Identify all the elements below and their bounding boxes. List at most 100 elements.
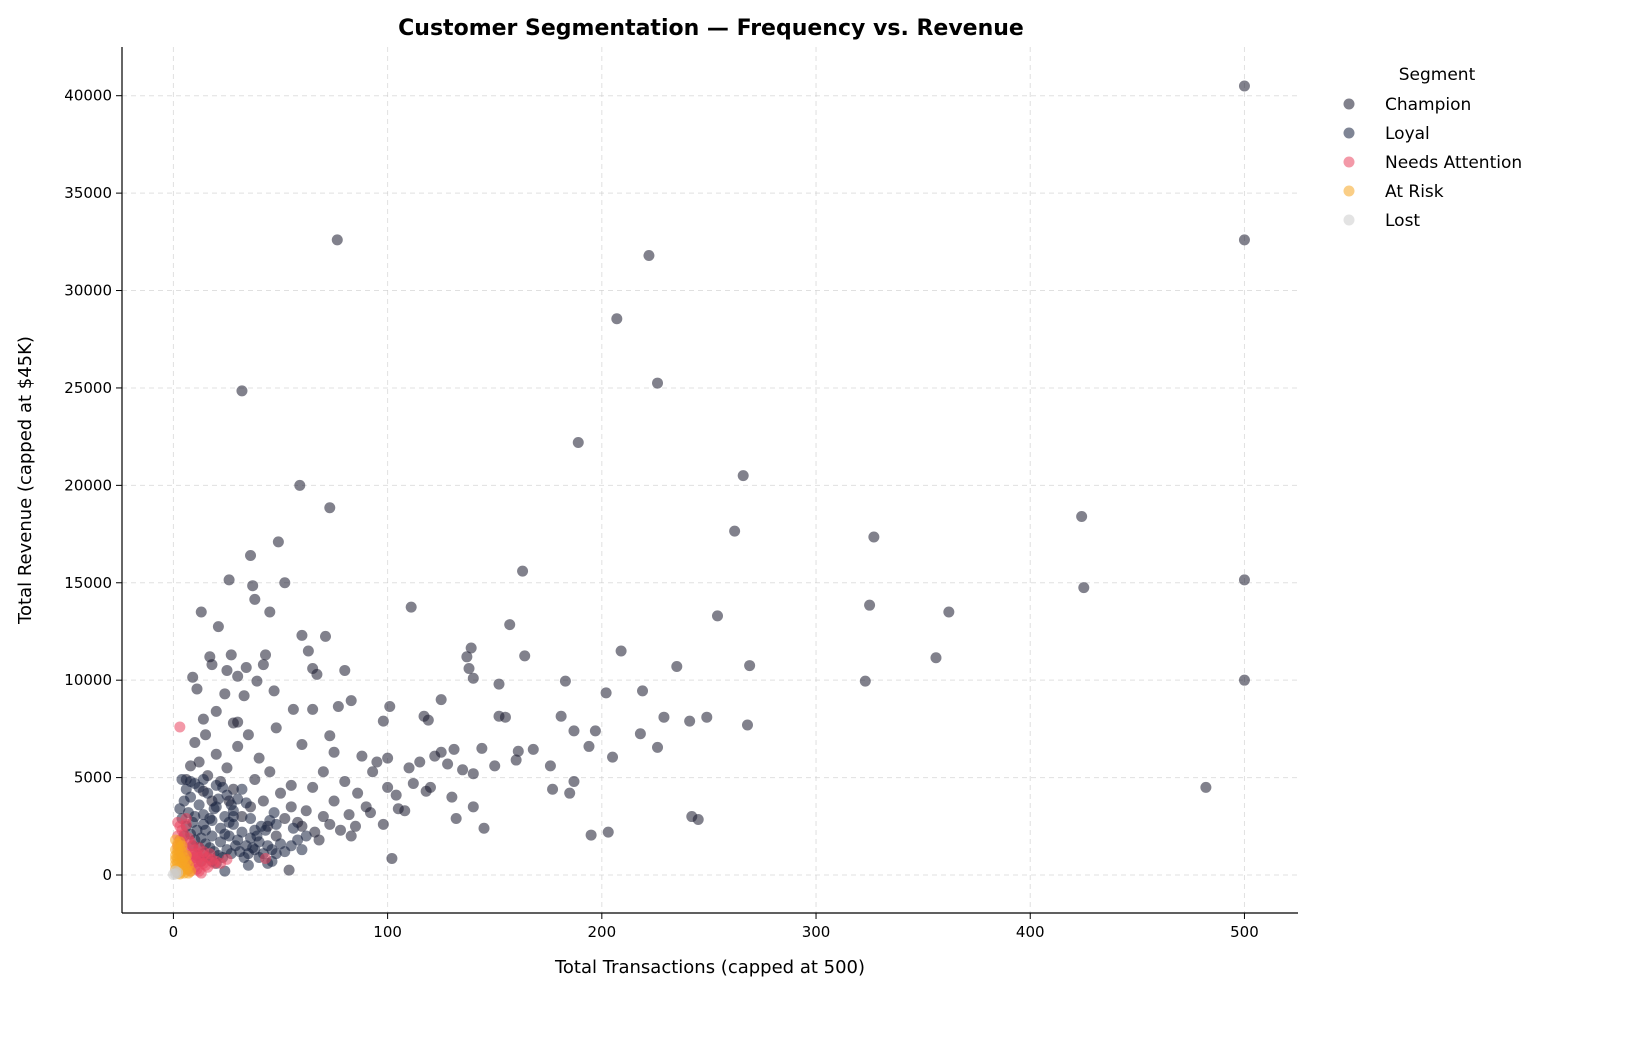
data-point	[260, 852, 272, 864]
data-point	[403, 762, 415, 774]
data-point	[221, 664, 233, 676]
data-point	[176, 840, 188, 852]
x-tick-label: 400	[1016, 923, 1045, 941]
data-point	[272, 536, 284, 548]
data-point	[270, 818, 282, 830]
data-point	[300, 805, 312, 817]
data-point	[589, 725, 601, 737]
data-point	[268, 807, 280, 819]
data-point	[221, 789, 233, 801]
data-point	[253, 752, 265, 764]
data-point	[345, 695, 357, 707]
data-point	[197, 818, 209, 830]
data-point	[422, 714, 434, 726]
data-point	[510, 754, 522, 766]
data-point	[227, 811, 239, 823]
data-point	[249, 774, 261, 786]
data-point	[189, 811, 201, 823]
y-tick-label: 0	[102, 866, 112, 884]
data-point	[930, 652, 942, 664]
data-point	[238, 690, 250, 702]
data-point	[212, 621, 224, 633]
data-point	[517, 565, 529, 577]
data-point	[240, 797, 252, 809]
data-point	[232, 740, 244, 752]
data-point	[467, 672, 479, 684]
data-point	[352, 787, 364, 799]
data-point	[442, 758, 454, 770]
data-point	[390, 789, 402, 801]
data-point	[245, 813, 257, 825]
data-point	[249, 593, 261, 605]
data-point	[174, 803, 186, 815]
series-champion	[180, 80, 1250, 876]
data-point	[339, 775, 351, 787]
data-point	[257, 659, 269, 671]
data-point	[296, 738, 308, 750]
data-point	[512, 745, 524, 757]
y-tick-label: 25000	[64, 379, 112, 397]
data-point	[191, 683, 203, 695]
data-point	[260, 824, 272, 836]
data-point	[292, 834, 304, 846]
data-point	[195, 606, 207, 618]
data-point	[324, 730, 336, 742]
data-point	[868, 531, 880, 543]
data-point	[317, 811, 329, 823]
data-point	[296, 844, 308, 856]
data-point	[264, 606, 276, 618]
data-point	[864, 599, 876, 611]
data-point	[206, 830, 218, 842]
x-tick-label: 300	[802, 923, 831, 941]
data-point	[555, 710, 567, 722]
data-point	[741, 719, 753, 731]
x-tick-label: 0	[169, 923, 179, 941]
data-point	[1200, 781, 1212, 793]
data-point	[212, 793, 224, 805]
data-point	[1238, 574, 1250, 586]
data-point	[257, 795, 269, 807]
data-point	[193, 799, 205, 811]
data-point	[371, 756, 383, 768]
data-point	[287, 822, 299, 834]
chart-title: Customer Segmentation — Frequency vs. Re…	[398, 16, 1024, 41]
data-point	[245, 549, 257, 561]
data-point	[208, 857, 220, 869]
data-point	[1238, 80, 1250, 92]
data-point	[247, 580, 259, 592]
data-point	[345, 830, 357, 842]
data-point	[465, 642, 477, 654]
data-point	[450, 813, 462, 825]
data-point	[1238, 234, 1250, 246]
data-point	[489, 760, 501, 772]
legend-marker	[1343, 214, 1355, 226]
data-point	[377, 715, 389, 727]
data-point	[332, 700, 344, 712]
data-point	[219, 828, 231, 840]
data-point	[349, 820, 361, 832]
data-point	[236, 826, 248, 838]
y-tick-label: 10000	[64, 671, 112, 689]
data-point	[364, 807, 376, 819]
data-point	[611, 313, 623, 325]
data-points	[167, 80, 1250, 880]
data-point	[185, 865, 197, 877]
data-point	[180, 850, 192, 862]
data-point	[236, 783, 248, 795]
data-point	[446, 791, 458, 803]
data-point	[1238, 674, 1250, 686]
data-point	[711, 610, 723, 622]
data-point	[519, 650, 531, 662]
data-point	[279, 813, 291, 825]
data-point	[499, 711, 511, 723]
data-point	[504, 619, 516, 631]
x-tick-label: 100	[373, 923, 402, 941]
y-tick-label: 5000	[74, 769, 112, 787]
data-point	[637, 685, 649, 697]
y-axis-label: Total Revenue (capped at $45K)	[15, 336, 36, 625]
data-point	[240, 662, 252, 674]
data-point	[527, 743, 539, 755]
data-point	[232, 670, 244, 682]
data-point	[652, 377, 664, 389]
data-point	[564, 787, 576, 799]
